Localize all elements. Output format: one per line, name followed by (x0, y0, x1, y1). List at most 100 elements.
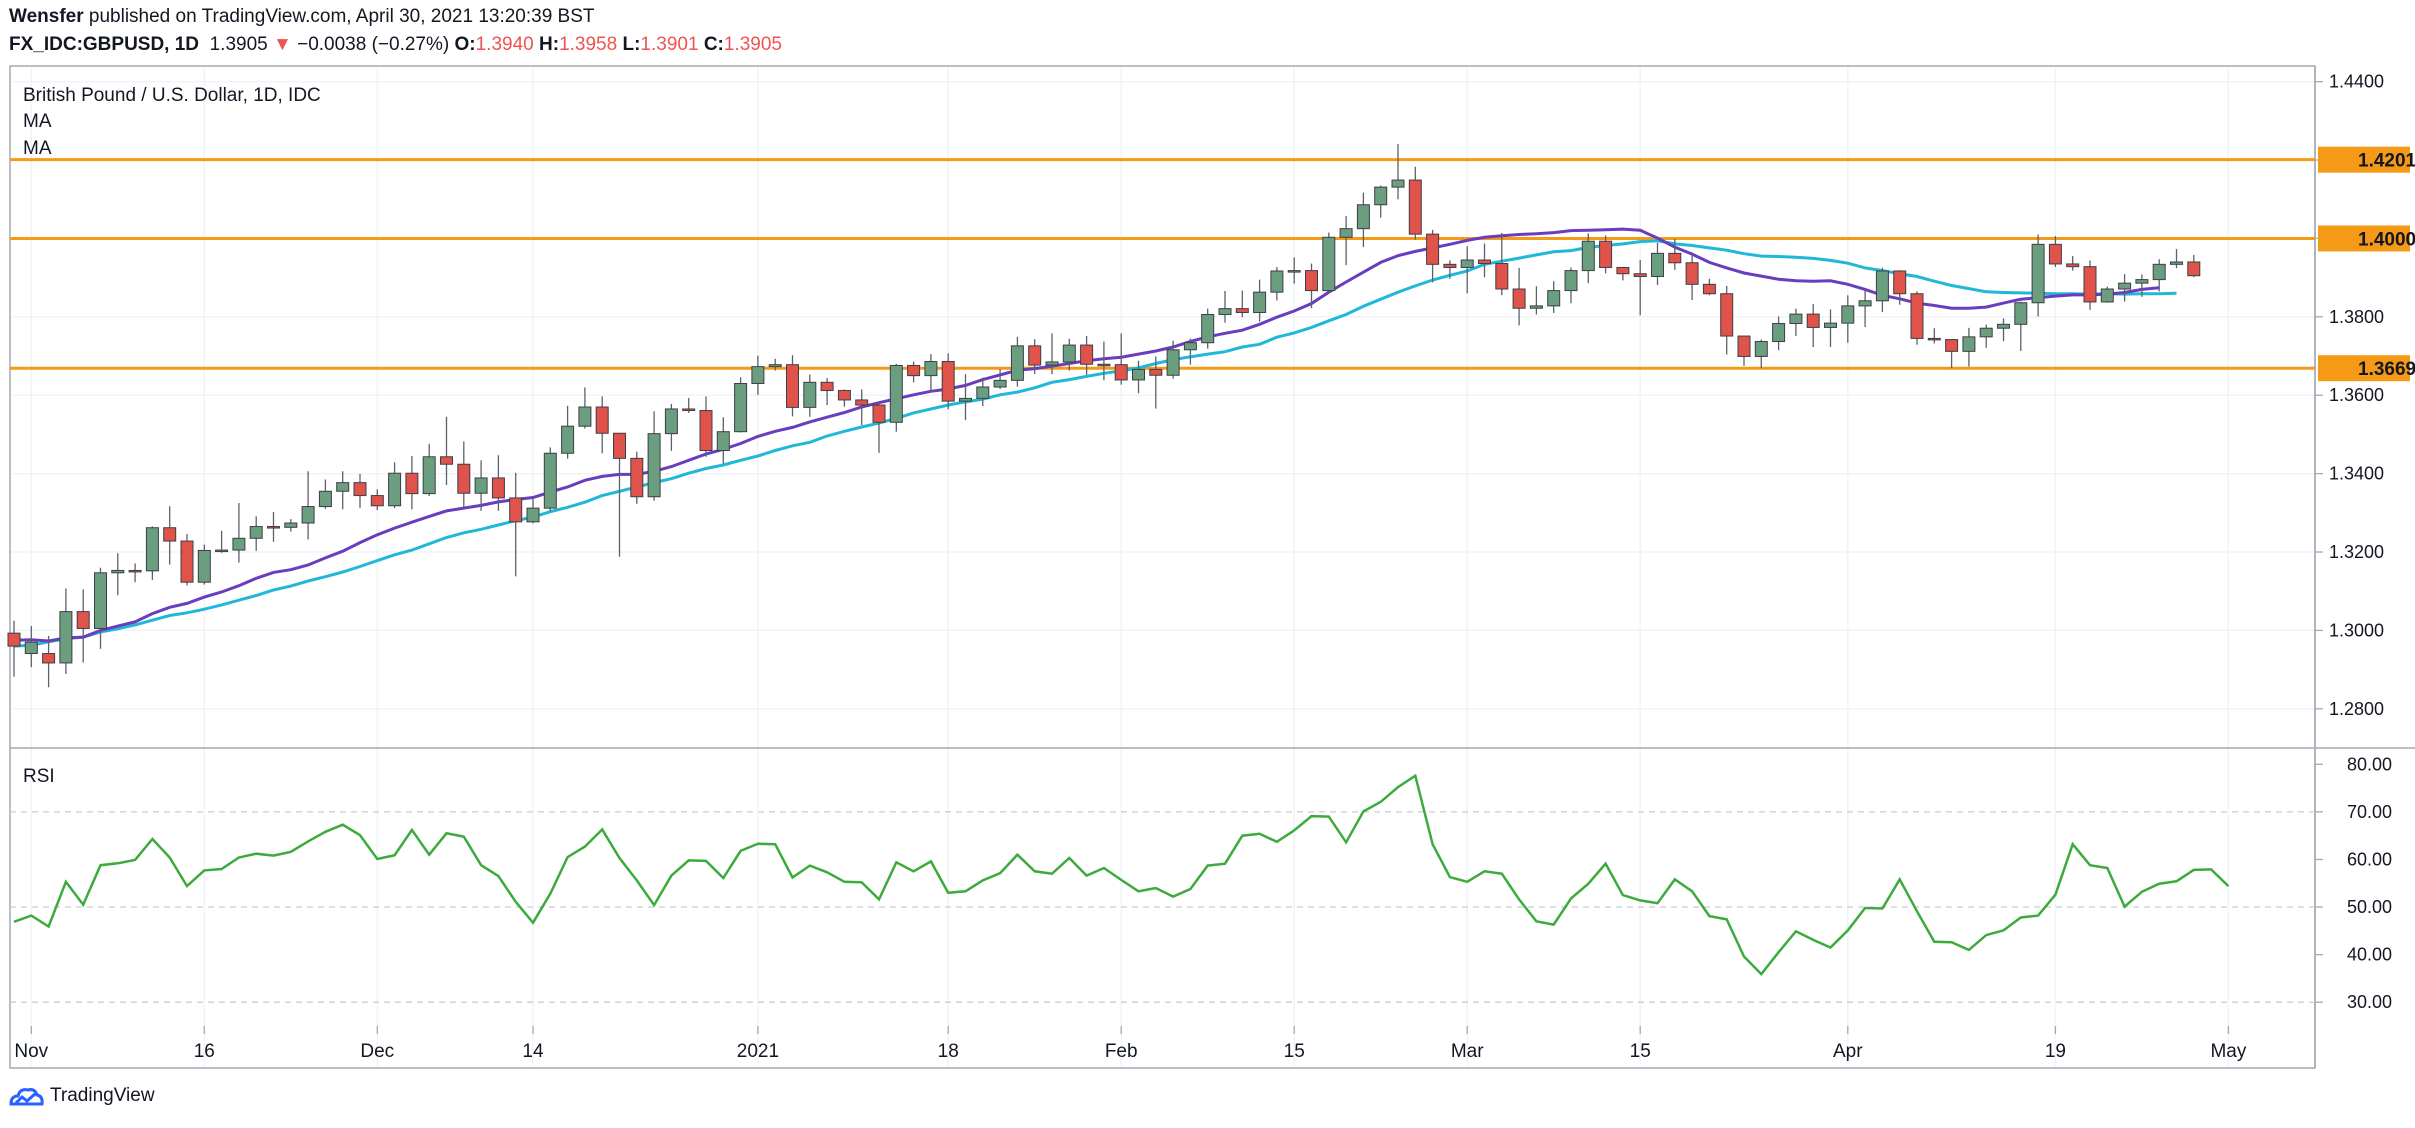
candle[interactable] (1080, 336, 1094, 375)
candle[interactable] (993, 368, 1007, 389)
candle[interactable] (664, 403, 678, 451)
candle[interactable] (1547, 281, 1561, 313)
candle[interactable] (336, 471, 350, 510)
candle[interactable] (630, 451, 644, 504)
candle[interactable] (1166, 340, 1180, 379)
candle[interactable] (267, 512, 280, 542)
candle[interactable] (180, 533, 194, 586)
candle[interactable] (595, 396, 609, 454)
candle[interactable] (2066, 256, 2080, 271)
candle[interactable] (1132, 360, 1145, 394)
candle[interactable] (1443, 260, 1457, 279)
candle[interactable] (76, 589, 90, 663)
candle[interactable] (1201, 308, 1215, 349)
candle[interactable] (1391, 143, 1405, 200)
candle[interactable] (1460, 246, 1474, 294)
candle[interactable] (2031, 234, 2045, 317)
candle[interactable] (370, 489, 384, 511)
candle[interactable] (1270, 267, 1284, 301)
candle[interactable] (42, 635, 56, 688)
candle[interactable] (232, 503, 246, 563)
candle[interactable] (2048, 236, 2062, 268)
candle[interactable] (1824, 309, 1837, 348)
ma-fast-line[interactable] (13, 227, 2160, 643)
candle[interactable] (2170, 249, 2183, 269)
candle[interactable] (768, 358, 782, 371)
candle[interactable] (128, 563, 142, 583)
candle[interactable] (440, 416, 453, 485)
candle[interactable] (1408, 166, 1422, 240)
candle[interactable] (734, 377, 748, 433)
candle[interactable] (786, 355, 799, 417)
author-name[interactable]: Wensfer (9, 6, 84, 27)
candle[interactable] (543, 447, 557, 512)
candle[interactable] (959, 374, 972, 420)
rsi-axis[interactable]: 30.00 40.00 50.00 60.00 70.00 80.00 (2315, 754, 2392, 1012)
candle[interactable] (1305, 263, 1318, 309)
candle[interactable] (405, 455, 419, 510)
candle[interactable] (1356, 192, 1370, 248)
candle[interactable] (1754, 339, 1768, 369)
candle[interactable] (1633, 260, 1647, 316)
candle[interactable] (197, 544, 211, 585)
candle[interactable] (976, 377, 990, 407)
candle[interactable] (388, 462, 402, 509)
candle[interactable] (422, 443, 436, 496)
candle[interactable] (1010, 336, 1024, 387)
candle[interactable] (1927, 328, 1941, 344)
candle[interactable] (1720, 285, 1734, 355)
candle[interactable] (1235, 290, 1249, 318)
candle[interactable] (1183, 338, 1197, 365)
candle[interactable] (1702, 278, 1716, 296)
candle[interactable] (1893, 270, 1907, 305)
candle[interactable] (941, 353, 955, 410)
candle[interactable] (561, 405, 575, 459)
candle[interactable] (1616, 266, 1630, 281)
candle[interactable] (613, 432, 626, 557)
tradingview-footer[interactable]: TradingView (8, 1084, 155, 1108)
candle[interactable] (872, 403, 886, 453)
candle[interactable] (94, 567, 107, 649)
candle[interactable] (1045, 333, 1059, 375)
candle[interactable] (1149, 356, 1163, 409)
candle[interactable] (2014, 301, 2028, 351)
candle[interactable] (716, 417, 730, 464)
candle[interactable] (1581, 233, 1595, 284)
candle[interactable] (145, 526, 159, 580)
candle[interactable] (1979, 324, 1993, 348)
candle[interactable] (284, 519, 298, 532)
candle[interactable] (474, 460, 488, 511)
candle[interactable] (1512, 267, 1526, 326)
candle[interactable] (1062, 338, 1076, 371)
candle[interactable] (1858, 290, 1872, 328)
candle[interactable] (2135, 274, 2149, 297)
candle[interactable] (1685, 252, 1699, 300)
candle[interactable] (1997, 318, 2010, 342)
candle[interactable] (1737, 335, 1751, 366)
time-axis[interactable]: Nov 16 Dec 14 2021 18 Feb 15 Mar 15 Apr 19 May (14, 1026, 2247, 1062)
rsi-line[interactable] (13, 773, 2230, 976)
candle[interactable] (1806, 303, 1820, 348)
candle[interactable] (1478, 243, 1491, 278)
candle[interactable] (59, 588, 73, 674)
candle[interactable] (1529, 286, 1543, 315)
candle[interactable] (1339, 216, 1353, 266)
candle[interactable] (163, 506, 177, 565)
candle[interactable] (526, 497, 540, 524)
candle[interactable] (353, 474, 367, 509)
candle[interactable] (837, 389, 851, 407)
candle[interactable] (803, 374, 817, 417)
candle[interactable] (1789, 308, 1803, 337)
candle[interactable] (111, 553, 125, 596)
candle[interactable] (1875, 267, 1889, 313)
price-axis[interactable]: 1.2800 1.3000 1.3200 1.3400 1.3600 1.3800 1.40… (2315, 72, 2415, 719)
candle[interactable] (7, 620, 21, 677)
candle[interactable] (215, 530, 229, 553)
candle[interactable] (1253, 279, 1267, 322)
candle[interactable] (1841, 295, 1855, 343)
candle[interactable] (699, 396, 713, 457)
candle[interactable] (751, 355, 765, 395)
candle[interactable] (1564, 267, 1578, 304)
candle[interactable] (1218, 290, 1232, 323)
